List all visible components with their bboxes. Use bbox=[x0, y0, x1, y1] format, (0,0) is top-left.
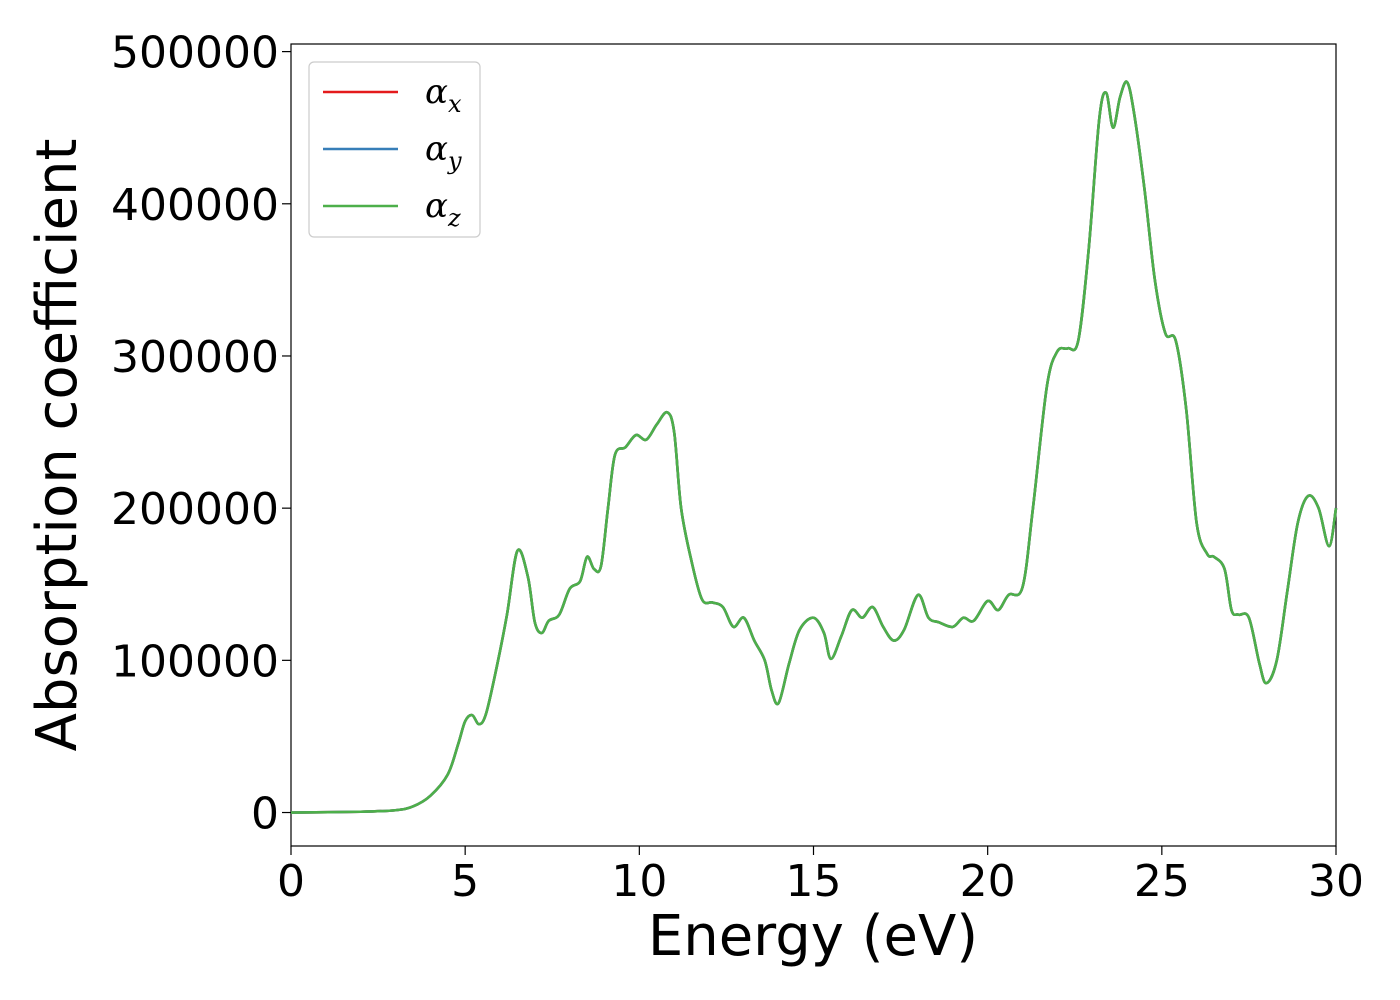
y-tick-label: 400000 bbox=[111, 180, 279, 231]
series-line-3 bbox=[290, 80, 1338, 814]
y-tick-label: 300000 bbox=[111, 332, 279, 383]
legend-label-x: αx bbox=[425, 72, 462, 118]
y-axis: 0 100000 200000 300000 400000 500000 bbox=[111, 28, 291, 840]
y-tick-label: 200000 bbox=[111, 484, 279, 535]
x-tick-label: 25 bbox=[1134, 856, 1190, 907]
x-tick-label: 0 bbox=[277, 856, 305, 907]
x-tick-label: 10 bbox=[611, 856, 667, 907]
x-axis-title: Energy (eV) bbox=[648, 904, 978, 969]
y-tick-label: 500000 bbox=[111, 28, 279, 79]
series-layer bbox=[290, 80, 1338, 814]
legend-items: αx αy αz bbox=[323, 72, 462, 232]
y-axis-title: Absorption coefficient bbox=[25, 139, 90, 752]
x-tick-label: 15 bbox=[786, 856, 842, 907]
x-tick-label: 30 bbox=[1308, 856, 1364, 907]
y-tick-label: 100000 bbox=[111, 636, 279, 687]
x-tick-label: 20 bbox=[960, 856, 1016, 907]
y-tick-label: 0 bbox=[251, 789, 279, 840]
legend: αx αy αz bbox=[308, 61, 481, 238]
x-tick-label: 5 bbox=[451, 856, 479, 907]
legend-label-y: αy bbox=[425, 129, 462, 175]
legend-label-z: αz bbox=[425, 186, 461, 232]
x-axis: 0 5 10 15 20 25 30 bbox=[277, 846, 1364, 907]
